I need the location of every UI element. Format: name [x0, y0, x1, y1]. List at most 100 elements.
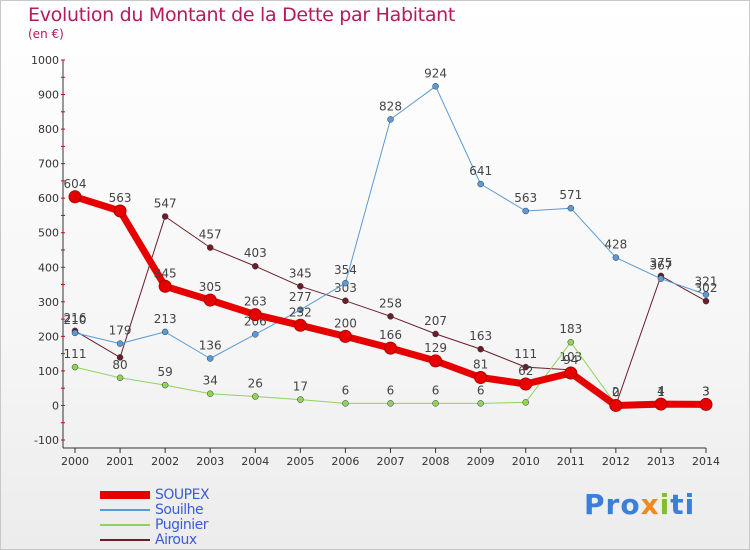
data-point-airoux — [702, 297, 710, 305]
data-point-airoux — [477, 345, 484, 353]
data-point-soupex — [654, 397, 668, 411]
data-label-soupex: 129 — [424, 341, 447, 355]
data-label-souilhe: 924 — [424, 66, 447, 80]
data-label-airoux: 457 — [199, 228, 222, 242]
y-tick-label: -100 — [34, 434, 59, 447]
data-point-souilhe — [387, 116, 394, 123]
data-point-puginier — [116, 374, 124, 382]
data-label-souilhe: 641 — [469, 164, 492, 178]
data-label-soupex: 232 — [289, 305, 312, 319]
legend-label-soupex: SOUPEX — [155, 486, 210, 503]
x-tick-label: 2007 — [377, 455, 405, 468]
data-label-souilhe: 367 — [649, 259, 672, 273]
x-tick-label: 2010 — [512, 455, 540, 468]
data-point-puginier — [432, 400, 439, 407]
data-label-airoux: 547 — [154, 196, 177, 210]
data-point-souilhe — [612, 254, 620, 261]
data-label-soupex: 4 — [657, 384, 665, 398]
data-point-souilhe — [297, 306, 304, 314]
data-label-soupex: 62 — [518, 364, 533, 378]
legend-swatch-airoux — [100, 538, 150, 541]
data-point-souilhe — [206, 355, 214, 362]
data-label-souilhe: 136 — [199, 338, 222, 352]
data-point-airoux — [432, 330, 439, 338]
chart-subtitle: (en €) — [28, 27, 64, 41]
y-tick-label: 900 — [38, 89, 59, 102]
x-tick-label: 2006 — [331, 455, 359, 468]
data-label-souilhe: 563 — [514, 191, 537, 205]
data-point-puginier — [477, 400, 484, 407]
data-label-airoux: 111 — [514, 347, 537, 361]
data-label-puginier: 17 — [293, 380, 308, 394]
data-point-soupex — [68, 190, 82, 204]
data-point-puginier — [252, 393, 259, 400]
x-tick-label: 2008 — [422, 455, 450, 468]
data-point-airoux — [252, 262, 259, 270]
data-point-puginier — [522, 399, 529, 406]
data-label-soupex: 81 — [473, 357, 488, 371]
data-point-airoux — [387, 313, 394, 320]
data-label-puginier: 80 — [112, 358, 127, 372]
x-tick-label: 2011 — [557, 455, 585, 468]
data-point-soupex — [338, 329, 352, 343]
data-label-souilhe: 321 — [695, 275, 718, 289]
data-label-puginier: 6 — [432, 383, 440, 397]
x-tick-label: 2012 — [602, 455, 630, 468]
y-tick-label: 1000 — [31, 54, 59, 67]
data-point-puginier — [297, 396, 304, 403]
data-point-souilhe — [432, 83, 439, 90]
data-point-puginier — [387, 400, 394, 407]
legend-item-soupex: SOUPEX — [100, 486, 210, 503]
data-point-souilhe — [567, 204, 575, 212]
y-tick-label: 400 — [38, 261, 59, 274]
data-label-puginier: 59 — [158, 365, 173, 379]
data-label-puginier: 183 — [559, 322, 582, 336]
data-point-puginier — [71, 363, 79, 371]
data-point-soupex — [248, 308, 262, 322]
data-point-airoux — [161, 213, 169, 220]
data-point-souilhe — [342, 279, 349, 287]
data-label-soupex: 200 — [334, 316, 357, 330]
data-label-soupex: 166 — [379, 328, 402, 342]
data-label-airoux: 207 — [424, 314, 447, 328]
data-point-soupex — [564, 366, 578, 380]
data-point-airoux — [116, 354, 124, 361]
x-tick-label: 2009 — [467, 455, 495, 468]
data-point-soupex — [699, 397, 713, 411]
data-point-soupex — [293, 318, 307, 332]
data-label-puginier: 6 — [387, 383, 395, 397]
legend-label-airoux: Airoux — [155, 531, 197, 548]
data-point-airoux — [522, 363, 529, 371]
data-point-souilhe — [116, 340, 124, 347]
data-point-soupex — [474, 370, 488, 384]
data-label-soupex: 604 — [64, 177, 87, 191]
y-tick-label: 100 — [38, 365, 59, 378]
y-tick-label: 500 — [38, 227, 59, 240]
data-label-souilhe: 828 — [379, 99, 402, 113]
legend-swatch-puginier — [100, 523, 150, 526]
data-label-souilhe: 277 — [289, 290, 312, 304]
data-point-souilhe — [71, 329, 79, 337]
data-label-puginier: 34 — [203, 374, 218, 388]
data-label-airoux: 345 — [289, 266, 312, 280]
data-label-airoux: 403 — [244, 246, 267, 260]
data-label-souilhe: 428 — [604, 238, 627, 252]
data-point-soupex — [384, 341, 397, 355]
data-label-airoux: 163 — [469, 329, 492, 343]
data-label-airoux: 303 — [334, 281, 357, 295]
y-tick-label: 300 — [38, 296, 59, 309]
data-point-soupex — [158, 279, 172, 293]
x-tick-label: 2003 — [196, 455, 224, 468]
x-tick-label: 2005 — [286, 455, 314, 468]
data-label-airoux: 258 — [379, 296, 402, 310]
data-label-puginier: 1 — [657, 385, 665, 399]
data-label-puginier: 2 — [612, 385, 620, 399]
data-label-puginier: 3 — [702, 384, 710, 398]
data-point-puginier — [161, 381, 169, 389]
data-label-souilhe: 354 — [334, 263, 357, 277]
data-label-soupex: 3 — [702, 384, 710, 398]
y-tick-label: 200 — [38, 330, 59, 343]
y-tick-label: 600 — [38, 192, 59, 205]
x-tick-label: 2001 — [106, 455, 134, 468]
